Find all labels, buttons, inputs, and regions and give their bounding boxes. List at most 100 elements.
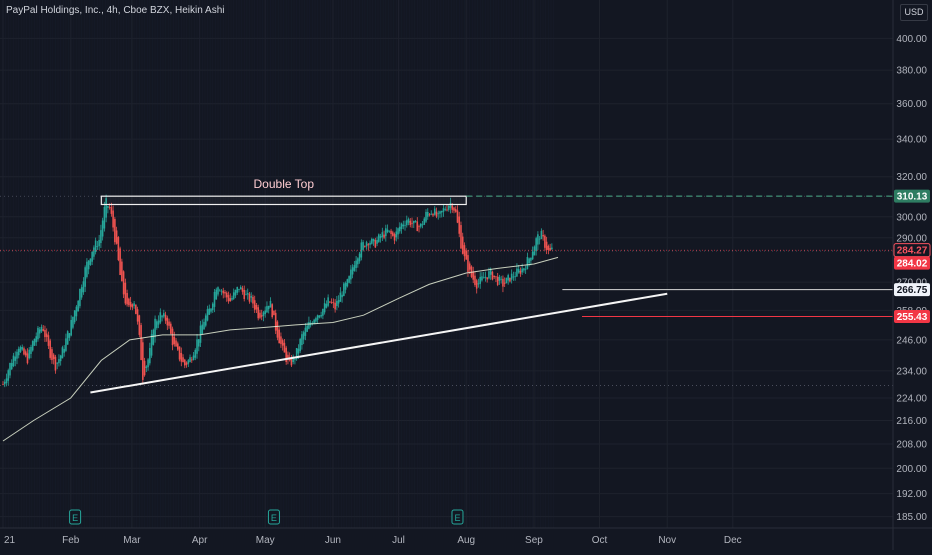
candle-body <box>351 267 354 275</box>
candle-body <box>404 224 406 226</box>
candle-body <box>418 226 420 228</box>
candle-body <box>77 300 79 312</box>
candle-body <box>189 357 191 362</box>
candle-body <box>56 362 58 364</box>
candle-body <box>175 340 177 347</box>
candle-body <box>168 321 170 326</box>
candle-body <box>47 335 50 346</box>
earnings-icon-box <box>267 509 280 525</box>
candle-body <box>432 214 434 216</box>
candle-body <box>271 304 273 318</box>
candle-body <box>336 300 338 307</box>
candle-body <box>364 245 366 247</box>
candle-body <box>365 242 368 247</box>
candle-body <box>290 358 293 366</box>
candle-body <box>259 312 261 318</box>
candle-body <box>495 276 497 278</box>
y-tick-label: 340.00 <box>896 135 927 146</box>
candle-body <box>9 363 11 376</box>
candle-body <box>509 277 511 282</box>
candle-body <box>412 220 415 224</box>
candle-body <box>371 238 373 244</box>
candle-body <box>369 242 371 245</box>
candle-body <box>70 320 72 336</box>
earnings-icon: E <box>72 513 78 523</box>
candle-body <box>231 297 233 300</box>
candle-body <box>489 268 492 275</box>
candle-body <box>537 234 539 245</box>
candle-body <box>308 322 310 329</box>
candle-body <box>266 306 268 313</box>
candle-body <box>220 290 223 292</box>
candle-body <box>386 229 389 233</box>
price-label-box <box>894 256 930 270</box>
x-tick-label: Dec <box>724 535 742 546</box>
candle-body <box>456 210 459 223</box>
candle-body <box>204 315 207 326</box>
x-tick-label: Sep <box>525 535 543 546</box>
candle-body <box>287 354 289 360</box>
price-label: 255.43 <box>894 310 930 324</box>
candle-body <box>238 288 240 290</box>
candle-body <box>112 210 114 228</box>
candle-body <box>355 260 357 268</box>
candle-body <box>306 325 308 332</box>
price-label-box <box>894 310 930 324</box>
candle-body <box>35 336 38 343</box>
candle-body <box>475 280 478 289</box>
candle-body <box>2 384 4 386</box>
candle-body <box>75 306 78 317</box>
candle-body <box>161 315 163 318</box>
candle-body <box>199 325 202 343</box>
y-tick-label: 360.00 <box>896 99 927 110</box>
candle-body <box>243 289 246 300</box>
candle-body <box>423 218 426 225</box>
candle-body <box>121 261 123 282</box>
candle-body <box>540 230 543 240</box>
candle-body <box>367 244 370 246</box>
candle-body <box>33 338 36 346</box>
candle-body <box>383 234 385 238</box>
candle-body <box>267 305 270 310</box>
candle-body <box>388 230 391 232</box>
candle-body <box>105 198 107 218</box>
candle-body <box>360 242 363 258</box>
y-tick-label: 400.00 <box>896 34 927 45</box>
candle-body <box>26 353 29 364</box>
candle-body <box>316 315 319 320</box>
candle-body <box>248 293 251 302</box>
candle-body <box>210 308 212 312</box>
candle-body <box>437 213 440 215</box>
candle-body <box>379 236 382 239</box>
candle-body <box>82 281 85 293</box>
candle-body <box>239 286 242 290</box>
candle-body <box>491 271 494 280</box>
candle-body <box>133 303 135 306</box>
candle-body <box>545 241 548 251</box>
candle-body <box>119 248 121 276</box>
candle-body <box>278 329 280 344</box>
candle-body <box>269 300 272 308</box>
candle-body <box>23 348 25 355</box>
candle-body <box>154 318 156 338</box>
candle-body <box>496 276 499 285</box>
candle-body <box>484 276 487 278</box>
candle-body <box>510 273 513 280</box>
candle-body <box>264 310 266 315</box>
candle-body <box>159 312 162 323</box>
drawings[interactable]: Double Top E E E <box>0 177 893 525</box>
candle-body <box>346 279 349 287</box>
candle-body <box>5 378 8 384</box>
candle-body <box>10 363 13 370</box>
double-top-box <box>100 195 467 206</box>
y-tick-label: 380.00 <box>896 66 927 77</box>
candle-body <box>302 332 305 340</box>
candle-body <box>142 342 144 380</box>
x-tick-label: Aug <box>457 535 475 546</box>
y-tick-label: 290.00 <box>896 233 927 244</box>
candle-body <box>477 283 480 285</box>
currency-button[interactable]: USD <box>900 4 928 21</box>
exchange: Cboe BZX <box>123 5 170 16</box>
